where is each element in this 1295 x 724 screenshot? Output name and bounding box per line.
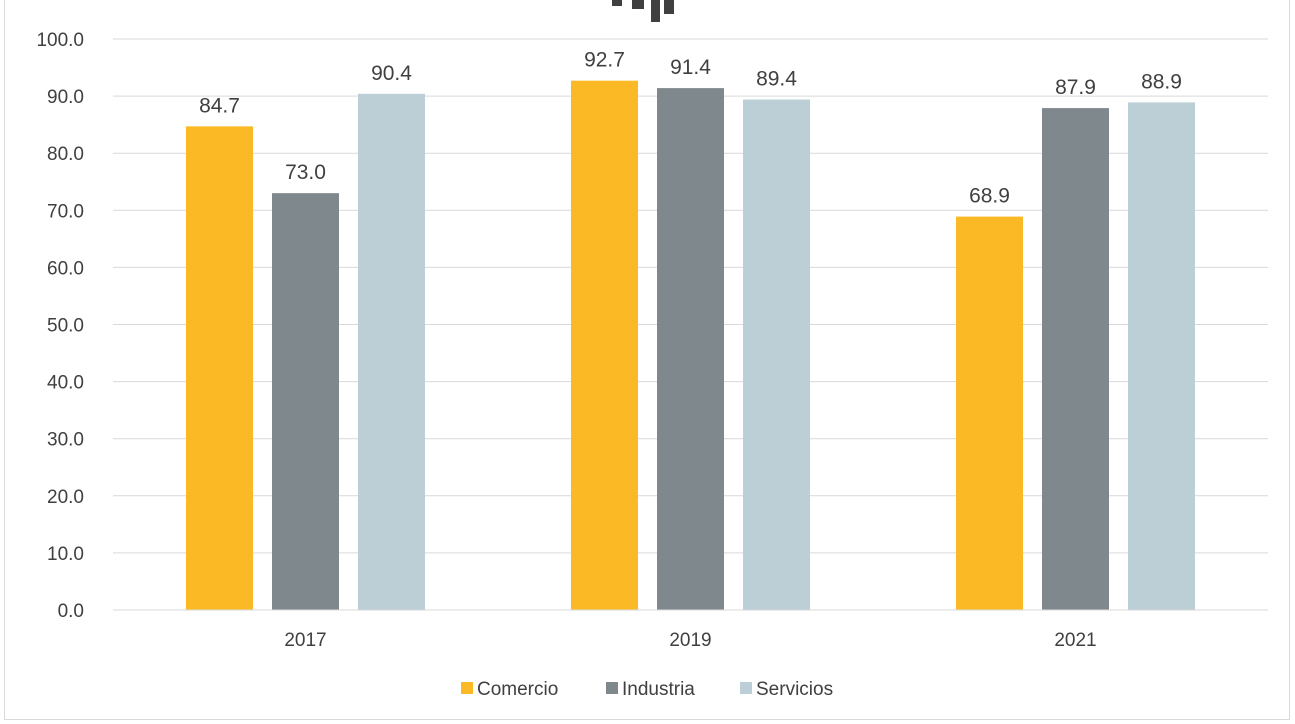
- legend-label-industria: Industria: [622, 679, 695, 700]
- y-tick-label: 100.0: [36, 30, 84, 51]
- data-label: 92.7: [584, 49, 625, 72]
- y-tick-label: 20.0: [47, 487, 84, 508]
- data-label: 89.4: [756, 68, 797, 91]
- y-tick-label: 30.0: [47, 430, 84, 451]
- title-glyph-fragment: [664, 0, 674, 14]
- data-label: 68.9: [969, 185, 1010, 208]
- data-label: 88.9: [1141, 70, 1182, 93]
- data-labels: 84.7 73.0 90.4 92.7 91.4 89.4 68.9 87.9 88.9: [199, 49, 1182, 208]
- y-tick-label: 10.0: [47, 544, 84, 565]
- legend-label-comercio: Comercio: [477, 679, 558, 700]
- y-tick-label: 60.0: [47, 258, 84, 279]
- legend-swatch-industria: [606, 682, 618, 694]
- data-label: 91.4: [670, 56, 711, 79]
- legend-swatch-comercio: [461, 682, 473, 694]
- x-tick-label: 2021: [1054, 630, 1096, 651]
- bar-comercio-2017: [186, 126, 253, 610]
- y-axis-ticks: 0.0 10.0 20.0 30.0 40.0 50.0 60.0 70.0 80.0 90.0 1…: [36, 30, 84, 622]
- bar-servicios-2019: [743, 99, 810, 610]
- legend: Comercio Industria Servicios: [461, 679, 833, 700]
- x-axis-ticks: 2017 2019 2021: [284, 630, 1096, 651]
- chart-title-fragment: [612, 0, 674, 22]
- bar-servicios-2017: [358, 93, 425, 611]
- title-glyph-fragment: [612, 0, 622, 6]
- bar-industria-2017: [272, 193, 339, 611]
- data-label: 90.4: [371, 62, 412, 85]
- y-tick-label: 80.0: [47, 144, 84, 165]
- y-tick-label: 40.0: [47, 373, 84, 394]
- bars: [113, 80, 1268, 611]
- bar-servicios-2021: [1128, 102, 1195, 611]
- bar-comercio-2021: [956, 216, 1023, 610]
- legend-label-servicios: Servicios: [756, 679, 833, 700]
- x-tick-label: 2019: [669, 630, 711, 651]
- y-tick-label: 50.0: [47, 316, 84, 337]
- data-label: 87.9: [1055, 76, 1096, 99]
- data-label: 84.7: [199, 94, 240, 117]
- y-tick-label: 70.0: [47, 201, 84, 222]
- title-glyph-fragment: [632, 0, 644, 9]
- x-tick-label: 2017: [284, 630, 326, 651]
- y-tick-label: 0.0: [58, 601, 84, 622]
- bar-comercio-2019: [571, 80, 638, 611]
- bar-industria-2019: [657, 88, 724, 610]
- title-glyph-fragment: [651, 0, 660, 22]
- legend-swatch-servicios: [740, 682, 752, 694]
- y-tick-label: 90.0: [47, 87, 84, 108]
- bar-industria-2021: [1042, 108, 1109, 610]
- data-label: 73.0: [285, 161, 326, 184]
